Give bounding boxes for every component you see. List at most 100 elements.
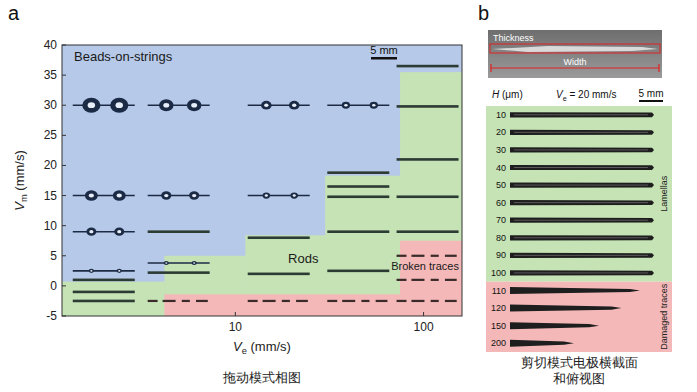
row-label: 40	[496, 163, 506, 173]
plot-frame	[62, 45, 462, 316]
string	[148, 262, 210, 264]
lamella-trace	[510, 270, 654, 275]
y-tick	[62, 255, 66, 256]
broken-piece	[342, 300, 355, 302]
trace-beads	[148, 99, 210, 111]
broken-piece	[445, 279, 457, 281]
broken-piece	[163, 300, 176, 302]
trace-broken	[248, 300, 308, 302]
thickness-box	[490, 44, 660, 53]
bead	[110, 98, 128, 113]
broken-piece	[248, 300, 258, 302]
string	[248, 104, 310, 106]
bead-highlight	[293, 194, 296, 196]
trace-rod	[327, 185, 389, 188]
trace-highlight	[514, 167, 648, 168]
traces	[73, 65, 459, 302]
trace-broken	[327, 300, 387, 302]
bead	[192, 261, 197, 265]
broken-piece	[431, 255, 439, 257]
trace-beads	[327, 102, 389, 109]
trace-rod	[327, 195, 389, 198]
y-tick-label: 5	[50, 249, 57, 263]
y-tick	[62, 225, 66, 226]
trace-rod	[148, 230, 210, 233]
y-tick-label: 0	[50, 279, 57, 293]
y-tick-label: 20	[44, 158, 58, 172]
broken-piece	[411, 255, 424, 257]
rest: (mm/s)	[12, 150, 27, 194]
row-label: 150	[491, 321, 506, 331]
trace-rod	[248, 236, 310, 239]
lamella-trace	[510, 235, 654, 240]
region-label: Broken traces	[391, 260, 459, 272]
region-segment	[62, 45, 462, 316]
scale-bar-label: 5 mm	[370, 44, 398, 56]
y-tick-label: 30	[44, 98, 58, 112]
trace-highlight	[514, 149, 648, 150]
trace-beads	[73, 269, 135, 273]
lamella-trace	[510, 253, 654, 258]
y-axis-label: Vm (mm/s)	[12, 150, 29, 211]
trace-highlight	[514, 185, 648, 186]
rod	[397, 158, 459, 161]
region-0	[62, 45, 462, 316]
broken-piece	[411, 279, 424, 281]
trace-rod	[148, 271, 210, 274]
bead-highlight	[192, 194, 196, 197]
rod	[73, 291, 135, 294]
broken-piece	[445, 255, 457, 257]
region-segment	[164, 294, 400, 316]
panel-label: a	[8, 2, 20, 24]
bead-highlight	[193, 262, 195, 264]
header-h: H (μm)	[492, 89, 523, 100]
trace-highlight	[514, 272, 648, 273]
lamella-trace	[510, 165, 654, 170]
broken-piece	[431, 300, 439, 302]
damaged-trace	[510, 305, 621, 312]
rod	[73, 279, 135, 282]
trace-rod	[397, 65, 459, 68]
region-segment	[400, 241, 462, 316]
region-2	[164, 241, 462, 316]
row-label: 80	[496, 233, 506, 243]
trace-rod	[73, 291, 135, 294]
panel-label: b	[478, 2, 489, 24]
row-label: 110	[492, 286, 506, 296]
rod	[397, 195, 459, 198]
bead-highlight	[118, 270, 120, 272]
width-end	[658, 64, 659, 72]
rest: = 20 mm/s	[567, 89, 617, 100]
string	[148, 195, 210, 197]
bead	[263, 192, 271, 198]
bead	[82, 98, 100, 113]
rod	[397, 105, 459, 108]
caption: 剪切模式电极横截面	[521, 355, 638, 370]
trace-rod	[327, 270, 389, 273]
x-tick-label: 10	[229, 320, 243, 334]
trace-highlight	[514, 220, 648, 221]
lamella-trace	[510, 200, 654, 205]
bead-highlight	[90, 270, 92, 272]
region-1	[62, 72, 462, 316]
bead	[86, 228, 96, 236]
string	[248, 195, 310, 197]
y-tick-label: 10	[44, 219, 58, 233]
bead-highlight	[344, 104, 347, 107]
bead	[187, 99, 202, 111]
row-label: 70	[496, 215, 506, 225]
bead	[113, 190, 126, 201]
trace-rod	[73, 300, 135, 303]
bead-highlight	[117, 230, 121, 233]
caption: 和俯视图	[553, 371, 605, 386]
bead	[161, 191, 171, 199]
row-label: 30	[496, 145, 506, 155]
trace-rod	[397, 105, 459, 108]
rod	[327, 171, 389, 174]
bead-highlight	[163, 103, 169, 108]
trace-highlight	[514, 114, 648, 115]
bead-highlight	[292, 104, 296, 107]
trace-highlight	[514, 237, 648, 238]
bead	[261, 101, 272, 110]
bead-highlight	[89, 194, 94, 198]
